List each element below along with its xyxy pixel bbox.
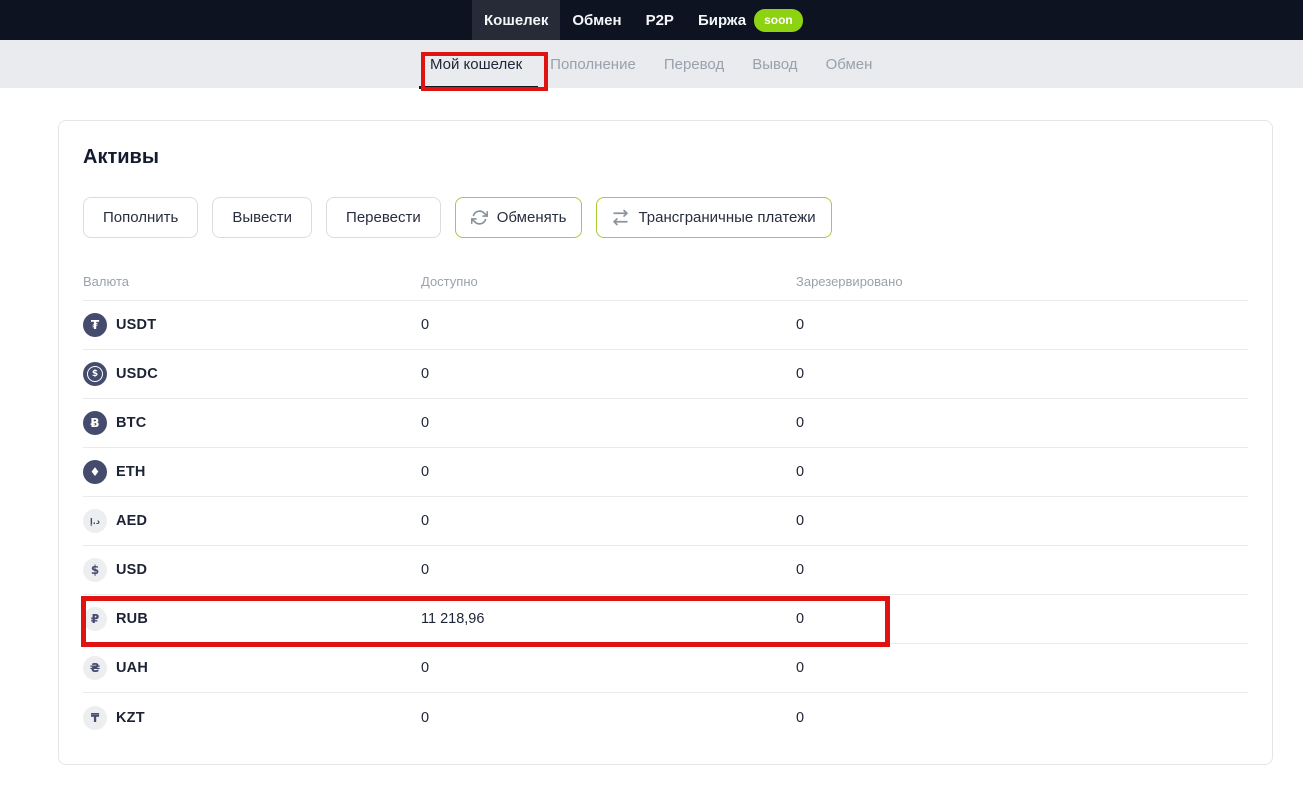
table-row-eth[interactable]: ♦ ETH 0 0 — [83, 448, 1248, 497]
table-row-btc[interactable]: Ƀ BTC 0 0 — [83, 399, 1248, 448]
available-value: 0 — [421, 660, 430, 676]
table-row-uah[interactable]: ₴ UAH 0 0 — [83, 644, 1248, 693]
reserved-value: 0 — [796, 562, 805, 578]
sub-nav-item-exchange[interactable]: Обмен — [825, 55, 873, 73]
coin-symbol: Ƀ — [90, 416, 100, 430]
reserved-value: 0 — [796, 464, 805, 480]
coin-symbol: ₴ — [89, 661, 101, 675]
coin-symbol: ♦ — [89, 465, 101, 479]
sub-nav-item-transfer[interactable]: Перевод — [663, 55, 725, 73]
reserved-value: 0 — [796, 317, 805, 333]
available-value: 0 — [421, 415, 430, 431]
deposit-button[interactable]: Пополнить — [83, 197, 199, 238]
tenge-icon: ₸ — [83, 705, 107, 730]
available-value: 0 — [421, 366, 430, 382]
column-header-reserved: Зарезервировано — [796, 274, 903, 289]
column-header-currency: Валюта — [83, 274, 129, 289]
ruble-icon: ₽ — [83, 607, 107, 631]
currency-code: BTC — [116, 415, 147, 431]
top-nav-item-p2p[interactable]: P2P — [634, 0, 686, 40]
dirham-icon: د.إ — [83, 509, 107, 533]
bitcoin-icon: Ƀ — [83, 411, 107, 435]
top-nav-label: Биржа — [697, 11, 747, 29]
column-header-available: Доступно — [421, 274, 478, 289]
top-nav-label: Обмен — [572, 11, 622, 29]
available-value: 0 — [421, 513, 430, 529]
top-nav: Кошелек Обмен P2P Биржа soon — [472, 0, 815, 40]
reserved-value: 0 — [796, 660, 805, 676]
page-title: Активы — [83, 146, 159, 168]
actions-toolbar: Пополнить Вывести Перевести Обменять — [83, 197, 832, 238]
assets-table-body: ₮ USDT 0 0 $ USDC 0 0 Ƀ BTC 0 0 ♦ ETH 0 … — [83, 301, 1248, 742]
available-value: 0 — [421, 464, 430, 480]
table-row-usd[interactable]: $ USD 0 0 — [83, 546, 1248, 595]
top-nav-item-birzha[interactable]: Биржа soon — [686, 0, 815, 40]
sub-nav-item-my-wallet[interactable]: Мой кошелек — [418, 55, 539, 89]
currency-code: ETH — [116, 464, 146, 480]
assets-table-header: Валюта Доступно Зарезервировано — [83, 249, 1248, 301]
coin-symbol: ₮ — [90, 318, 100, 332]
coin-symbol: ₽ — [90, 612, 100, 626]
coin-symbol: ₸ — [90, 710, 100, 725]
cross-border-payments-label: Трансграничные платежи — [638, 209, 816, 226]
refresh-icon — [470, 209, 488, 226]
top-nav-item-exchange[interactable]: Обмен — [560, 0, 633, 40]
tether-icon: ₮ — [83, 313, 107, 337]
top-nav-item-wallet[interactable]: Кошелек — [472, 0, 561, 40]
table-row-rub[interactable]: ₽ RUB 11 218,96 0 — [83, 595, 1248, 644]
transfer-button[interactable]: Перевести — [326, 197, 441, 238]
hryvnia-icon: ₴ — [83, 656, 107, 680]
coin-symbol: $ — [90, 563, 100, 577]
currency-code: USDT — [116, 317, 157, 333]
currency-code: USD — [116, 562, 148, 578]
currency-code: UAH — [116, 660, 149, 676]
ethereum-icon: ♦ — [83, 460, 107, 484]
top-nav-label: P2P — [645, 11, 674, 29]
reserved-value: 0 — [796, 611, 805, 627]
coin-symbol: د.إ — [90, 516, 100, 526]
coin-symbol: $ — [87, 366, 103, 382]
reserved-value: 0 — [796, 415, 805, 431]
currency-code: KZT — [116, 709, 145, 726]
available-value: 0 — [421, 317, 430, 333]
table-row-kzt[interactable]: ₸ KZT 0 0 — [83, 693, 1248, 742]
sub-nav-item-withdraw[interactable]: Вывод — [752, 55, 798, 73]
dollar-icon: $ — [83, 558, 107, 582]
withdraw-button[interactable]: Вывести — [212, 197, 313, 238]
top-nav-label: Кошелек — [484, 11, 549, 29]
available-value: 0 — [421, 562, 430, 578]
soon-badge: soon — [754, 8, 803, 32]
top-bar: Кошелек Обмен P2P Биржа soon — [0, 0, 1303, 40]
reserved-value: 0 — [796, 366, 805, 382]
assets-card: Активы Пополнить Вывести Перевести Обмен… — [58, 120, 1273, 765]
reserved-value: 0 — [796, 513, 805, 529]
sub-nav: Мой кошелек Пополнение Перевод Вывод Обм… — [0, 40, 1303, 89]
currency-code: RUB — [116, 611, 149, 627]
table-row-usdc[interactable]: $ USDC 0 0 — [83, 350, 1248, 399]
available-value: 0 — [421, 709, 430, 726]
table-row-usdt[interactable]: ₮ USDT 0 0 — [83, 301, 1248, 350]
currency-code: AED — [116, 513, 148, 529]
currency-code: USDC — [116, 366, 158, 382]
exchange-button-label: Обменять — [496, 209, 567, 226]
cross-border-payments-button[interactable]: Трансграничные платежи — [596, 197, 832, 238]
reserved-value: 0 — [796, 709, 805, 726]
exchange-button[interactable]: Обменять — [454, 197, 583, 238]
transfer-arrows-icon — [612, 209, 629, 226]
sub-nav-item-deposit[interactable]: Пополнение — [550, 55, 636, 73]
usdc-icon: $ — [83, 362, 107, 386]
available-value: 11 218,96 — [421, 611, 485, 627]
assets-table: Валюта Доступно Зарезервировано ₮ USDT 0… — [83, 249, 1248, 742]
table-row-aed[interactable]: د.إ AED 0 0 — [83, 497, 1248, 546]
